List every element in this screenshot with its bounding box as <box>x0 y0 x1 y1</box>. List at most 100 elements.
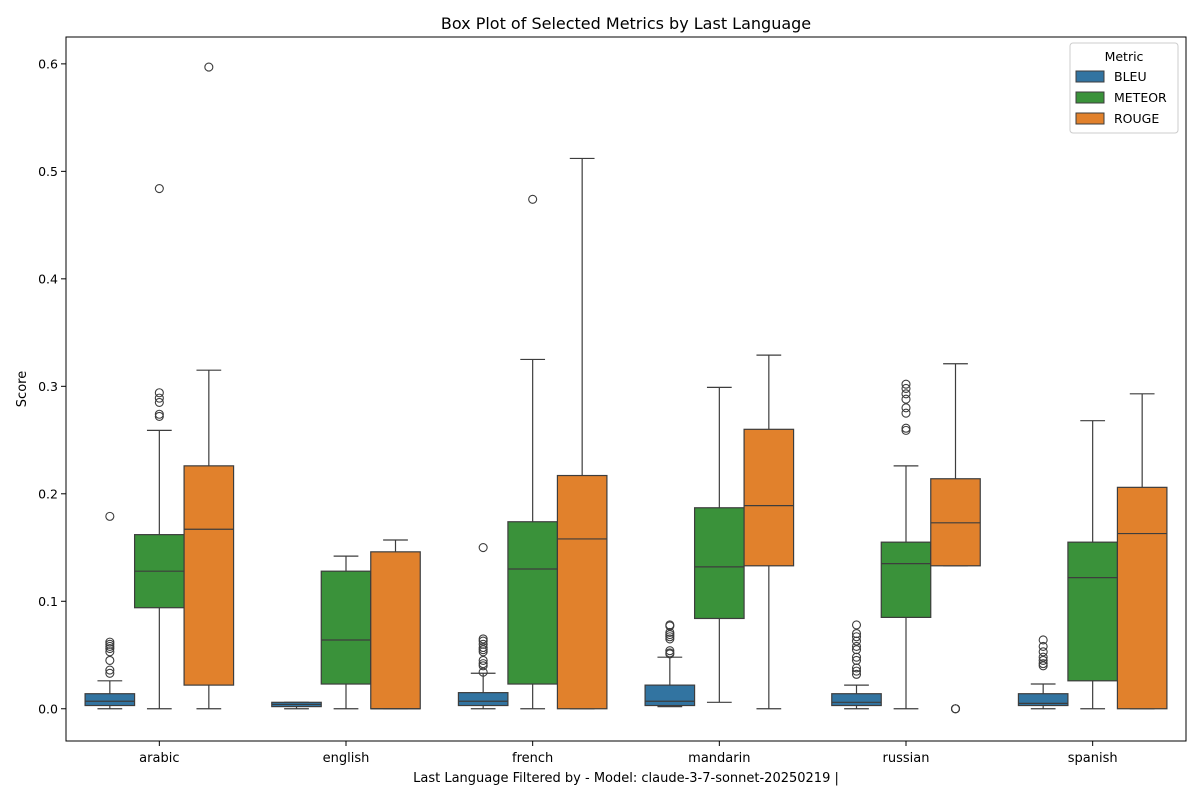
y-axis: 0.0 0.1 0.2 0.3 0.4 0.5 0.6 <box>38 56 66 716</box>
box-meteor-arabic <box>133 183 185 710</box>
outlier-point <box>105 668 115 678</box>
outlier-point <box>901 394 911 404</box>
outlier-point <box>1038 647 1048 657</box>
y-axis-label: Score <box>15 371 30 407</box>
box-meteor-spanish <box>1067 420 1119 710</box>
outlier-point <box>851 632 862 642</box>
box-bleu-russian <box>831 620 882 710</box>
outlier-point <box>478 661 488 671</box>
box-iqr <box>507 521 559 685</box>
legend-box <box>1069 42 1179 134</box>
chart-title: Box Plot of Selected Metrics by Last Lan… <box>441 14 811 33</box>
x-tick-label: arabic <box>139 751 179 766</box>
outlier-point <box>1038 641 1048 651</box>
outlier-point <box>901 379 911 389</box>
box-rouge-mandarin <box>743 354 795 710</box>
outlier-point <box>851 636 862 646</box>
box-rouge-arabic <box>183 62 235 710</box>
x-tick-label: russian <box>883 751 930 766</box>
box-bleu-spanish <box>1017 635 1069 710</box>
box-rouge-russian <box>930 363 981 714</box>
box-rouge-english <box>370 539 421 710</box>
outlier-point <box>478 667 488 677</box>
y-tick-label: 0.3 <box>38 379 58 394</box>
box-iqr <box>644 684 696 707</box>
box-iqr <box>84 693 136 707</box>
outlier-point <box>154 183 164 194</box>
box-meteor-mandarin <box>693 386 745 703</box>
x-tick-label: english <box>323 751 370 766</box>
x-axis: arabic english french mandarin russian spanis… <box>139 741 1118 766</box>
box-iqr <box>1116 486 1168 710</box>
box-iqr <box>743 428 795 567</box>
outlier-point <box>901 425 911 435</box>
box-bleu-arabic <box>84 511 136 710</box>
outlier-point <box>1038 655 1048 665</box>
outlier-point <box>154 388 164 398</box>
outlier-point <box>105 665 115 675</box>
y-tick-label: 0.0 <box>38 701 58 716</box>
plot-area <box>84 62 1168 714</box>
outlier-point <box>1038 652 1048 662</box>
legend-swatch-rouge <box>1075 112 1105 125</box>
outlier-point <box>665 634 675 644</box>
outlier-point <box>154 397 164 407</box>
y-tick-label: 0.6 <box>38 56 58 71</box>
legend-label-meteor: METEOR <box>1114 90 1167 105</box>
outlier-point <box>105 644 115 654</box>
x-tick-label: mandarin <box>688 751 750 766</box>
y-tick-label: 0.5 <box>38 164 58 179</box>
outlier-point <box>851 663 862 673</box>
box-iqr <box>693 507 745 620</box>
outlier-point <box>901 389 911 399</box>
box-meteor-english <box>320 555 372 710</box>
x-axis-label: Last Language Filtered by - Model: claud… <box>413 771 839 786</box>
box-iqr <box>556 474 608 710</box>
x-tick-label: spanish <box>1068 751 1118 766</box>
outlier-point <box>901 408 911 418</box>
box-iqr <box>1017 693 1069 707</box>
box-rouge-french <box>556 157 608 710</box>
box-iqr <box>370 551 421 710</box>
outlier-point <box>478 647 488 657</box>
y-tick-label: 0.4 <box>38 271 58 286</box>
outlier-point <box>665 649 675 659</box>
box-iqr <box>320 570 372 685</box>
y-tick-label: 0.2 <box>38 486 58 501</box>
plot-frame <box>65 36 1187 742</box>
outlier-point <box>901 383 911 394</box>
box-iqr <box>1067 541 1119 682</box>
outlier-point <box>478 655 488 665</box>
box-iqr <box>183 465 235 686</box>
x-tick-label: french <box>512 751 553 766</box>
outlier-point <box>851 669 862 679</box>
box-rouge-spanish <box>1116 393 1168 710</box>
outlier-point <box>105 511 115 521</box>
legend-swatch-bleu <box>1075 70 1105 83</box>
outlier-point <box>950 704 961 714</box>
outlier-point <box>901 403 911 413</box>
outlier-point <box>105 655 115 665</box>
box-bleu-french <box>457 542 509 710</box>
outlier-point <box>204 62 214 72</box>
outlier-point <box>1038 635 1048 645</box>
box-bleu-mandarin <box>644 620 696 708</box>
outlier-point <box>851 666 862 676</box>
y-tick-label: 0.1 <box>38 594 58 609</box>
legend-label-bleu: BLEU <box>1114 69 1147 84</box>
outlier-point <box>665 621 675 631</box>
outlier-point <box>851 652 862 662</box>
box-bleu-english <box>271 701 322 710</box>
box-meteor-russian <box>880 379 932 710</box>
box-meteor-french <box>507 194 559 710</box>
outlier-point <box>154 411 164 421</box>
outlier-point <box>851 620 862 630</box>
legend: Metric BLEU METEOR ROUGE <box>1069 42 1179 134</box>
outlier-point <box>528 194 538 204</box>
outlier-point <box>105 647 115 657</box>
outlier-point <box>1038 661 1048 671</box>
legend-title: Metric <box>1105 49 1144 64</box>
outlier-point <box>478 636 488 646</box>
outlier-point <box>154 393 164 403</box>
